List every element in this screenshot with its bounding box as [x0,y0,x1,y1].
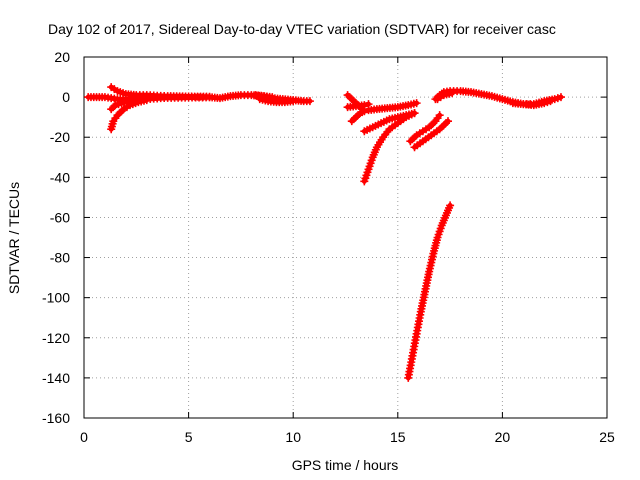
data-marks [84,83,565,382]
y-tick-label: -60 [50,209,70,225]
data-point [153,94,162,103]
data-point [364,100,373,109]
series-arc-night-end [508,93,565,109]
x-tick-label: 0 [80,429,88,445]
data-point [556,93,565,102]
chart-title: Day 102 of 2017, Sidereal Day-to-day VTE… [48,21,556,37]
x-axis-label: GPS time / hours [292,457,399,473]
series-arc-mid-right-lower [255,95,298,107]
series-arc-dawn-dip [433,89,457,104]
data-point [448,89,457,98]
y-tick-label: -160 [42,410,70,426]
y-tick-label: -140 [42,370,70,386]
series-arc-evening-d [360,109,419,136]
x-tick-label: 5 [185,429,193,445]
series-arc-after-15b [410,117,453,152]
x-tick-label: 10 [285,429,301,445]
data-point [444,117,453,126]
data-point [305,97,314,106]
series-arc-steep-drop [360,109,419,186]
data-point [446,201,455,210]
axis-ticks: 0 5 10 15 20 25 20 0 -20 -40 -60 -80 -100 -120 -140 -16… [42,49,615,445]
series-line [361,110,418,184]
series-arc-evening-b [347,99,421,126]
data-point [435,111,444,120]
data-point [289,97,298,106]
grid-lines [84,57,607,418]
series-arc-evening-c [343,100,373,112]
y-tick-label: 0 [62,89,70,105]
plot-frame [83,56,608,419]
y-tick-label: -120 [42,330,70,346]
series-arc-after-15 [406,111,444,146]
series-arc-plunge [404,201,455,382]
y-tick-label: 20 [54,49,70,65]
data-point [412,99,421,108]
data-point [142,96,151,105]
y-tick-label: -20 [50,129,70,145]
x-tick-label: 25 [599,429,615,445]
x-tick-label: 20 [495,429,511,445]
x-tick-label: 15 [390,429,406,445]
y-tick-label: -40 [50,169,70,185]
data-point [360,101,369,110]
y-tick-label: -100 [42,290,70,306]
data-point [410,109,419,118]
series-arc-left-low [107,96,151,134]
y-tick-label: -80 [50,250,70,266]
y-axis-label: SDTVAR / TECUs [6,182,22,294]
